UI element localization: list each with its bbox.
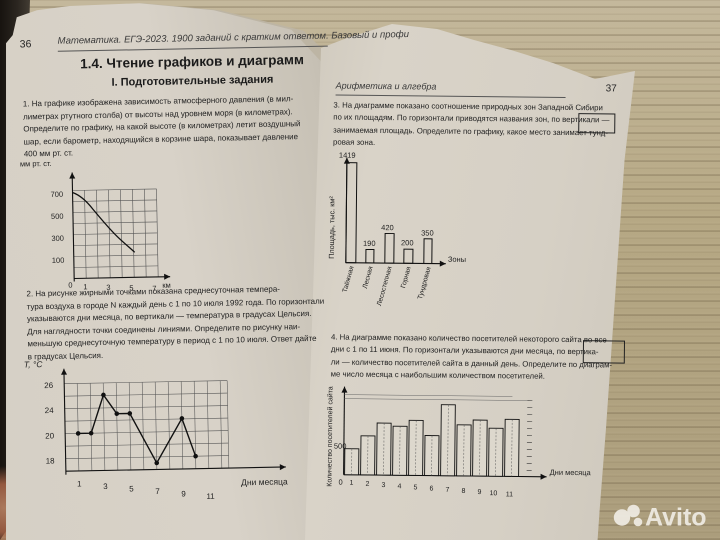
svg-text:700: 700	[50, 190, 63, 199]
svg-text:Дни месяца: Дни месяца	[550, 468, 592, 477]
svg-text:Зоны: Зоны	[448, 255, 466, 264]
svg-text:Лесная: Лесная	[362, 265, 375, 289]
svg-text:10: 10	[489, 490, 497, 497]
svg-text:Лесостепная: Лесостепная	[376, 265, 394, 306]
svg-text:Таёжная: Таёжная	[342, 265, 356, 293]
svg-text:18: 18	[46, 456, 56, 465]
svg-text:9: 9	[477, 489, 481, 496]
svg-text:мм рт. ст.: мм рт. ст.	[20, 159, 52, 169]
svg-text:4: 4	[397, 483, 401, 490]
svg-text:Горная: Горная	[400, 266, 413, 289]
svg-text:7: 7	[155, 487, 160, 496]
svg-text:11: 11	[206, 492, 215, 501]
svg-text:11: 11	[506, 491, 513, 498]
svg-text:Дни месяца: Дни месяца	[241, 476, 288, 487]
svg-text:1: 1	[350, 480, 354, 487]
svg-text:6: 6	[429, 486, 433, 493]
svg-text:T, °C: T, °C	[24, 359, 44, 369]
svg-text:24: 24	[45, 406, 55, 415]
svg-text:3: 3	[381, 482, 385, 489]
svg-text:350: 350	[421, 228, 434, 237]
svg-text:2: 2	[366, 481, 370, 488]
svg-text:5: 5	[129, 484, 134, 493]
svg-text:190: 190	[363, 239, 376, 248]
svg-text:200: 200	[401, 238, 414, 247]
svg-text:1: 1	[77, 479, 82, 488]
svg-text:3: 3	[103, 482, 108, 491]
svg-text:420: 420	[381, 223, 394, 232]
svg-text:1419: 1419	[339, 151, 356, 160]
svg-text:7: 7	[445, 487, 449, 494]
svg-text:20: 20	[45, 431, 55, 440]
svg-text:26: 26	[44, 381, 54, 390]
svg-text:Avito: Avito	[645, 504, 707, 532]
svg-text:100: 100	[52, 256, 65, 265]
svg-text:300: 300	[51, 234, 64, 243]
svg-text:Тундровая: Тундровая	[417, 266, 433, 300]
svg-text:8: 8	[461, 488, 465, 495]
svg-text:500: 500	[51, 212, 64, 221]
svg-text:5: 5	[413, 484, 417, 491]
svg-text:9: 9	[181, 489, 186, 498]
